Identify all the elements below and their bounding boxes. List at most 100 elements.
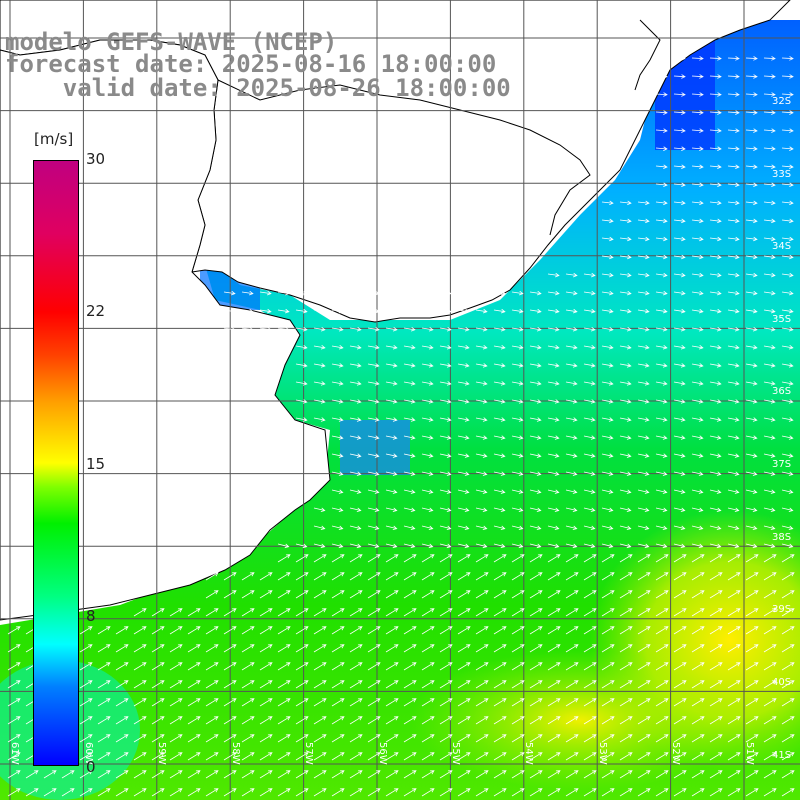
wind-arrow <box>727 752 741 761</box>
wind-arrow <box>745 417 758 422</box>
wind-arrow <box>655 507 668 512</box>
wind-arrow <box>367 363 380 368</box>
wind-arrow <box>673 363 686 368</box>
wind-arrow <box>745 363 758 368</box>
wind-arrow <box>547 363 560 368</box>
lat-label-35s: 35S <box>772 314 791 325</box>
wind-arrow <box>691 326 704 332</box>
wind-arrow <box>781 164 794 169</box>
wind-arrow <box>601 680 615 689</box>
wind-arrow <box>745 572 759 581</box>
lat-label-39s: 39S <box>772 604 791 615</box>
wind-arrow <box>421 453 434 458</box>
wind-arrow <box>403 435 416 440</box>
wind-arrow <box>259 290 272 296</box>
wind-arrow <box>295 734 309 743</box>
wind-arrow <box>97 662 111 671</box>
wind-arrow <box>475 752 489 761</box>
wind-arrow <box>763 56 776 61</box>
wind-arrow <box>475 698 489 707</box>
wind-arrow <box>709 680 723 689</box>
wind-arrow <box>205 716 219 725</box>
wind-arrow <box>475 471 488 476</box>
wind-arrow <box>565 272 578 278</box>
wind-arrow <box>331 453 344 458</box>
wind-arrow <box>223 290 236 296</box>
wind-arrow <box>565 752 579 761</box>
wind-arrow <box>223 716 237 725</box>
wind-arrow <box>745 716 759 725</box>
wind-arrow <box>331 308 344 314</box>
wind-arrow <box>511 752 525 761</box>
wind-arrow <box>565 788 579 797</box>
wind-arrow <box>331 435 344 440</box>
wind-arrow <box>547 308 560 314</box>
wind-arrow <box>439 345 452 350</box>
wind-arrow <box>727 507 740 512</box>
wind-arrow <box>565 489 578 494</box>
wind-arrow <box>619 680 633 689</box>
wind-arrow <box>439 554 453 563</box>
wind-arrow <box>583 435 596 440</box>
wind-arrow <box>709 590 723 599</box>
wind-arrow <box>241 734 255 743</box>
wind-arrow <box>475 608 489 617</box>
wind-arrow <box>529 716 543 725</box>
wind-arrow <box>529 381 542 386</box>
wind-arrow <box>727 164 740 169</box>
wind-arrow <box>421 788 435 797</box>
wind-arrow <box>349 788 363 797</box>
wind-arrow <box>745 554 759 563</box>
wind-arrow <box>511 770 525 779</box>
wind-arrow <box>763 164 776 169</box>
wind-arrow <box>763 345 776 350</box>
wind-arrow <box>763 788 777 797</box>
wind-arrow <box>637 363 650 368</box>
wind-arrow <box>457 417 470 422</box>
wind-arrow <box>727 716 741 725</box>
wind-arrow <box>457 590 471 599</box>
wind-arrow <box>439 489 452 494</box>
wind-arrow <box>421 525 434 531</box>
wind-arrow <box>259 752 273 761</box>
wind-arrow <box>439 644 453 653</box>
wind-arrow <box>529 525 542 531</box>
wind-arrow <box>151 698 165 707</box>
wind-arrow <box>763 626 777 635</box>
wind-arrow <box>511 417 524 422</box>
wind-arrow <box>673 182 686 188</box>
wind-arrow <box>727 453 740 458</box>
wind-arrow <box>565 608 579 617</box>
wind-arrow <box>691 662 705 671</box>
wind-arrow <box>367 543 380 549</box>
wind-arrow <box>511 471 524 476</box>
wind-arrow <box>529 662 543 671</box>
wind-arrow <box>691 236 704 242</box>
wind-arrow <box>367 399 380 404</box>
wind-arrow <box>259 590 273 599</box>
wind-arrow <box>187 788 201 797</box>
wind-arrow <box>727 788 741 797</box>
wind-arrow <box>277 543 290 549</box>
wind-arrow <box>709 572 723 581</box>
wind-arrow <box>331 525 344 531</box>
wind-arrow <box>511 525 524 531</box>
wind-arrow <box>187 698 201 707</box>
wind-arrow <box>511 716 525 725</box>
wind-arrow <box>403 507 416 512</box>
wind-arrow <box>367 381 380 386</box>
wind-arrow <box>745 272 758 278</box>
wind-arrow <box>313 716 327 725</box>
wind-arrow <box>727 128 740 133</box>
wind-arrow <box>259 770 273 779</box>
wind-arrow <box>277 308 290 314</box>
wind-arrow <box>619 644 633 653</box>
wind-arrow <box>241 626 255 635</box>
wind-arrow <box>331 608 345 617</box>
wind-arrow <box>763 453 776 458</box>
wind-arrow <box>619 326 632 332</box>
wind-arrow <box>745 525 758 531</box>
wind-arrow <box>619 417 632 422</box>
wind-arrow <box>385 290 398 296</box>
wind-arrow <box>367 489 380 494</box>
